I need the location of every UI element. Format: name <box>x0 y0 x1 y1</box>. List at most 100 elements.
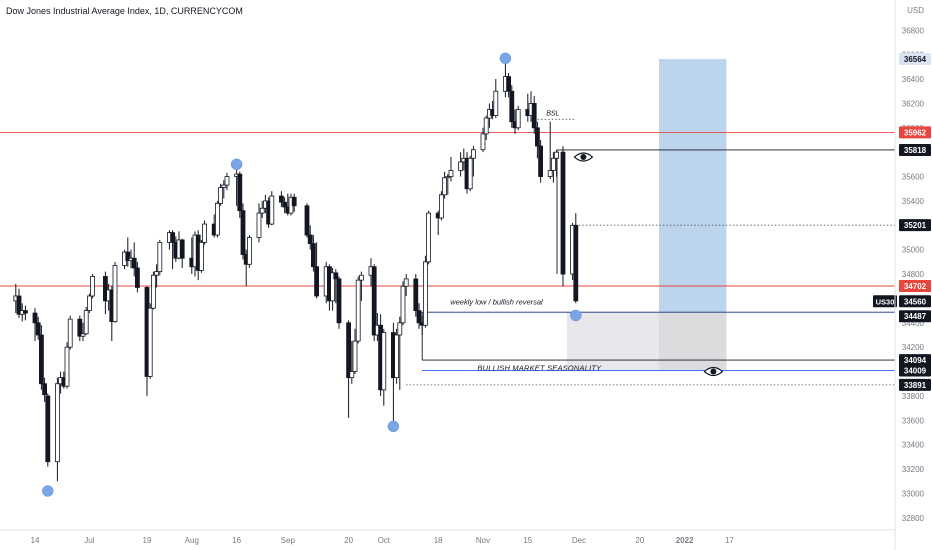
price-label: 36564 <box>904 55 927 64</box>
y-tick-label: 33600 <box>902 416 925 425</box>
annotation-weekly-low: weekly low / bullish reversal <box>450 297 543 306</box>
candle-body <box>83 310 89 335</box>
price-label: 35962 <box>904 128 927 137</box>
candle-body <box>493 90 499 116</box>
candle-body <box>67 318 73 348</box>
price-label-box <box>899 354 931 367</box>
candle-body <box>112 265 118 322</box>
price-label-box <box>899 126 931 139</box>
candle-body <box>147 307 153 377</box>
y-tick-label: 35600 <box>902 173 925 182</box>
candle-body <box>394 334 400 379</box>
y-tick-label: 33000 <box>902 489 925 498</box>
candle-body <box>397 322 403 336</box>
swing-marker <box>570 309 582 322</box>
swing-marker <box>230 158 243 171</box>
y-tick-label: 34800 <box>902 270 925 279</box>
x-tick-label: 20 <box>635 536 644 545</box>
x-tick-label: 15 <box>523 536 532 545</box>
candle-body <box>448 170 454 177</box>
candle-body <box>371 266 377 336</box>
candle-body <box>80 333 86 337</box>
y-tick-label: 34200 <box>902 343 925 352</box>
x-tick-label: 16 <box>232 536 241 545</box>
price-label: 34009 <box>904 366 927 375</box>
candle-body <box>467 157 473 190</box>
candle-body <box>554 151 559 159</box>
candle-body <box>333 272 339 280</box>
candle-body <box>442 177 448 196</box>
y-tick-label: 32800 <box>902 514 925 523</box>
candle-body <box>358 274 364 281</box>
candle-body <box>352 340 358 372</box>
zone-stop <box>659 312 727 371</box>
chart-title: Dow Jones Industrial Average Index, 1D, … <box>6 6 243 16</box>
x-tick-label: Sep <box>281 536 296 545</box>
candle-body <box>426 212 432 263</box>
candle-body <box>291 196 297 207</box>
candle-body <box>515 109 521 129</box>
candle-body <box>35 322 41 336</box>
price-axis <box>895 0 932 550</box>
candle-body <box>470 149 476 159</box>
x-tick-label: 17 <box>725 536 734 545</box>
candle-body <box>224 176 230 186</box>
annotation-seasonality: BULLISH MARKET SEASONALITY <box>477 363 602 372</box>
candle-body <box>314 266 320 297</box>
candle-body <box>125 251 131 262</box>
candle-body <box>87 295 92 312</box>
candle-body <box>22 310 28 314</box>
candle-body <box>445 176 451 179</box>
candle-body <box>157 241 163 273</box>
price-label: 35201 <box>904 221 927 230</box>
eye-icon-pupil <box>580 154 587 161</box>
candle-body <box>400 285 406 324</box>
x-tick-label: 19 <box>143 536 152 545</box>
candle-body <box>506 76 512 92</box>
candle-body <box>310 243 316 268</box>
candle-body <box>221 184 227 188</box>
candle-body <box>458 161 464 171</box>
candle-body <box>214 202 220 236</box>
candle-body <box>480 133 486 151</box>
swing-marker <box>387 420 400 433</box>
candle-body <box>416 310 422 324</box>
y-tick-label: 34400 <box>902 319 925 328</box>
y-tick-label: 33200 <box>902 465 925 474</box>
y-tick-label: 35000 <box>902 246 925 255</box>
price-label: 35818 <box>904 146 927 155</box>
zone-stop-extension <box>567 312 659 371</box>
candle-body <box>381 332 387 391</box>
x-tick-label: 2022 <box>676 536 694 545</box>
candle-body <box>218 187 224 204</box>
candle-body <box>179 239 185 259</box>
candle-body <box>551 157 556 171</box>
price-label-box <box>899 219 931 232</box>
candle-body <box>202 223 208 243</box>
candle-body <box>42 383 47 396</box>
swing-marker <box>42 485 54 497</box>
candle-body <box>535 127 540 147</box>
candle-body <box>16 295 22 315</box>
candle-body <box>39 334 44 385</box>
price-label-box <box>899 279 931 292</box>
y-tick-label: 36400 <box>902 75 925 84</box>
candle-body <box>237 173 243 212</box>
candle-body <box>413 278 419 312</box>
candle-body <box>77 318 83 337</box>
candle-body <box>330 272 336 302</box>
candle-body <box>304 205 310 236</box>
candle-body <box>64 346 70 387</box>
candle-body <box>45 395 51 463</box>
y-tick-label: 35400 <box>902 197 925 206</box>
eye-icon-pupil <box>710 368 717 375</box>
symbol-label-box <box>873 295 897 308</box>
x-tick-label: Dec <box>572 536 586 545</box>
price-label: 33891 <box>904 381 927 390</box>
candle-body <box>90 276 95 297</box>
x-tick-label: 20 <box>344 536 353 545</box>
candle-body <box>403 278 409 287</box>
x-tick-label: 14 <box>31 536 40 545</box>
